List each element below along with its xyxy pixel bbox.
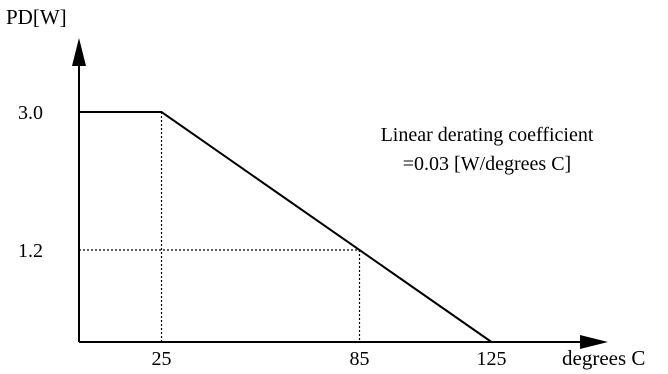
x-axis-label: degrees C	[562, 346, 645, 370]
x-tick-labels: 25 85 125	[152, 348, 507, 370]
x-axis-arrow-icon	[580, 335, 608, 349]
y-axis-arrow-icon	[72, 38, 86, 66]
derating-note-line1: Linear derating coefficient	[381, 124, 594, 146]
guide-lines	[79, 111, 361, 342]
y-tick-labels: 3.0 1.2	[18, 102, 43, 262]
x-tick-label: 125	[477, 348, 507, 370]
y-axis-label: PD[W]	[6, 5, 67, 29]
x-tick-label: 85	[350, 348, 370, 370]
derating-note-line2: =0.03 [W/degrees C]	[403, 153, 571, 175]
x-tick-label: 25	[152, 348, 172, 370]
derating-curve	[79, 111, 493, 343]
y-tick-label: 3.0	[18, 102, 43, 124]
y-tick-label: 1.2	[18, 240, 43, 262]
